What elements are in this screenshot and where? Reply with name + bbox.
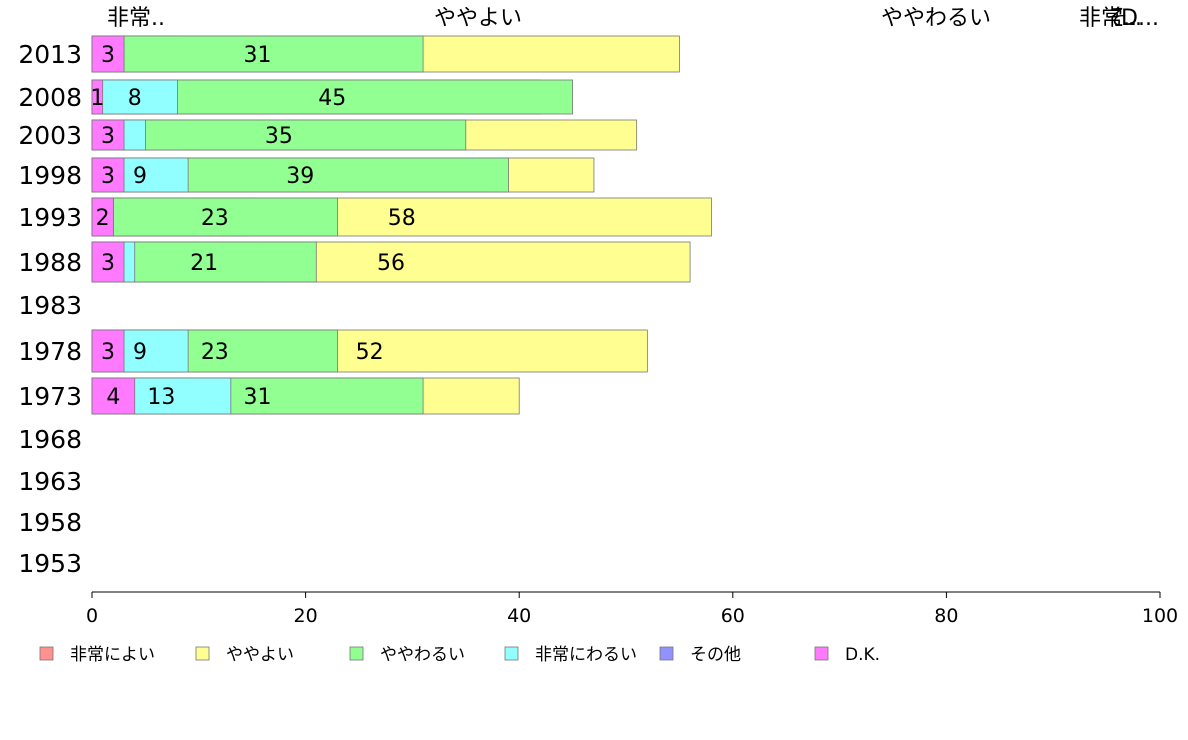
data-label-1978-2: 23 [201, 340, 229, 365]
y-tick-label-1953: 1953 [18, 549, 82, 578]
legend-label-0: 非常によい [70, 645, 155, 665]
bar-segment-2003-2 [91, 119, 467, 151]
y-tick-label-2008: 2008 [18, 83, 82, 112]
legend-label-3: 非常にわるい [535, 645, 637, 665]
bar-segment-2013-2 [91, 35, 424, 73]
top-series-label-3: 非常.. [1079, 6, 1137, 31]
y-tick-label-1968: 1968 [18, 425, 82, 454]
legend-label-2: ややわるい [380, 645, 465, 665]
legend-label-4: その他 [690, 645, 741, 665]
y-tick-label-1998: 1998 [18, 161, 82, 190]
legend-swatch-2 [349, 646, 364, 661]
legend-swatch-1 [195, 646, 210, 661]
y-tick-label-2013: 2013 [18, 40, 82, 69]
top-labels: 非常.. ややよい ややわるい 非常..そ..D... [107, 6, 1159, 31]
data-label-1978-1: 52 [356, 340, 384, 365]
data-label-2013-5: 3 [101, 43, 115, 68]
top-series-label-0: 非常.. [107, 6, 165, 31]
data-label-1993-5: 2 [96, 206, 110, 231]
x-tick-label-60: 60 [721, 605, 745, 627]
bars: 8553133542458165135533473993155823221656… [90, 35, 712, 415]
data-label-1973-3: 13 [147, 385, 175, 410]
legend: 非常によい ややよい ややわるい 非常にわるい その他 D.K. [39, 645, 880, 665]
top-series-label-5: D... [1121, 6, 1159, 31]
data-label-1988-5: 3 [101, 251, 115, 276]
y-tick-label-1963: 1963 [18, 467, 82, 496]
y-axis-labels: 2013 2008 2003 1998 1993 1988 1983 1978 1973 1968… [18, 40, 82, 578]
bar-segment-2003-5 [91, 119, 125, 151]
bar-segment-2008-3 [91, 79, 178, 115]
legend-swatch-4 [659, 646, 674, 661]
data-label-1973-5: 4 [106, 385, 120, 410]
x-tick-label-20: 20 [294, 605, 318, 627]
legend-label-5: D.K. [845, 645, 880, 665]
y-tick-label-1978: 1978 [18, 337, 82, 366]
data-label-2008-3: 8 [128, 86, 142, 111]
data-label-2008-2: 45 [318, 86, 346, 111]
bar-segment-1978-5 [91, 329, 125, 373]
data-label-1978-5: 3 [101, 340, 115, 365]
data-label-1988-1: 56 [377, 251, 405, 276]
legend-label-1: ややよい [226, 645, 294, 665]
legend-swatch-5 [814, 646, 829, 661]
data-label-2008-5: 1 [90, 86, 104, 111]
y-tick-label-1988: 1988 [18, 248, 82, 277]
data-label-1973-2: 31 [244, 385, 272, 410]
top-series-label-4: そ.. [1106, 6, 1142, 31]
data-label-1993-2: 23 [201, 206, 229, 231]
data-label-1998-3: 9 [133, 164, 147, 189]
top-series-label-1: ややよい [434, 6, 522, 31]
bar-segment-2013-5 [91, 35, 125, 73]
bar-segment-1988-5 [91, 241, 125, 283]
bar-segment-1973-5 [91, 377, 136, 415]
bar-segment-1998-5 [91, 157, 125, 193]
data-label-1978-3: 9 [133, 340, 147, 365]
x-tick-label-40: 40 [507, 605, 531, 627]
x-tick-label-80: 80 [934, 605, 958, 627]
x-axis: 0 20 40 60 80 100 [86, 591, 1178, 627]
bar-segment-1993-2 [91, 197, 339, 237]
data-label-1998-5: 3 [101, 164, 115, 189]
legend-swatch-0 [39, 646, 54, 661]
y-tick-label-1983: 1983 [18, 291, 82, 320]
x-tick-label-100: 100 [1142, 605, 1178, 627]
data-label-2003-2: 35 [265, 124, 293, 149]
y-tick-label-1993: 1993 [18, 203, 82, 232]
data-label-2003-5: 3 [101, 124, 115, 149]
x-tick-label-0: 0 [86, 605, 98, 627]
top-series-label-2: ややわるい [881, 6, 991, 31]
bar-segment-2008-5 [91, 79, 104, 115]
y-tick-label-1958: 1958 [18, 508, 82, 537]
y-tick-label-1973: 1973 [18, 382, 82, 411]
y-tick-label-2003: 2003 [18, 121, 82, 150]
data-label-1993-1: 58 [388, 206, 416, 231]
legend-swatch-3 [504, 646, 519, 661]
data-label-1988-2: 21 [190, 251, 218, 276]
data-label-2013-2: 31 [244, 43, 272, 68]
bar-segment-1993-5 [91, 197, 114, 237]
data-label-1998-2: 39 [286, 164, 314, 189]
